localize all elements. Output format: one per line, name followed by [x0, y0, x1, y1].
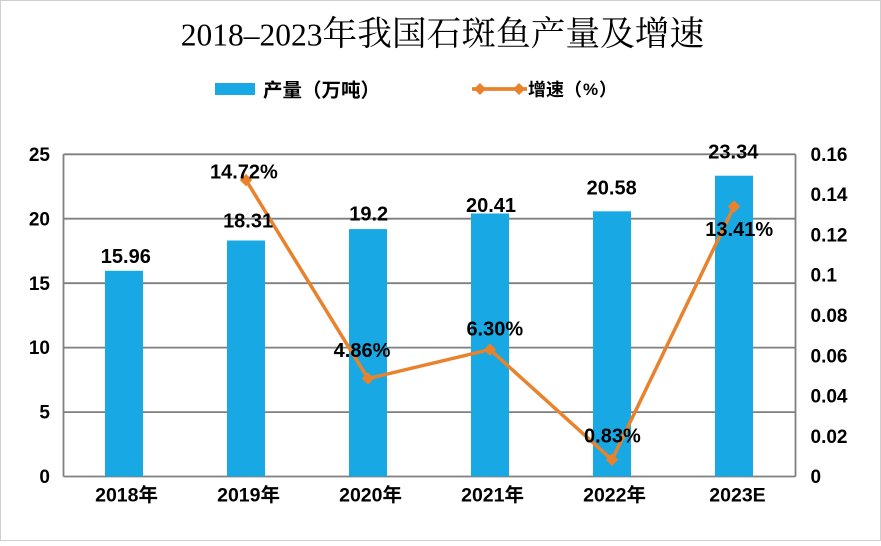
svg-text:5: 5 [39, 403, 50, 424]
svg-text:23.34: 23.34 [708, 142, 759, 164]
svg-text:2023E: 2023E [709, 485, 765, 507]
svg-text:18.31: 18.31 [223, 211, 273, 233]
svg-text:10: 10 [29, 338, 50, 359]
svg-text:0.02: 0.02 [811, 427, 848, 448]
svg-text:0.83%: 0.83% [584, 426, 641, 448]
svg-text:13.41%: 13.41% [705, 219, 773, 241]
svg-text:20.58: 20.58 [587, 178, 637, 200]
svg-text:2021: 2021 [461, 485, 505, 507]
svg-text:19.2: 19.2 [349, 204, 388, 226]
svg-text:2020: 2020 [339, 485, 383, 507]
svg-text:0.12: 0.12 [811, 226, 848, 247]
svg-text:20: 20 [29, 209, 50, 230]
svg-text:0.16: 0.16 [811, 145, 848, 166]
svg-text:0.14: 0.14 [811, 185, 848, 206]
svg-text:4.86%: 4.86% [334, 340, 391, 362]
svg-text:2019: 2019 [217, 485, 261, 507]
svg-text:15.96: 15.96 [101, 246, 151, 268]
svg-text:0: 0 [811, 467, 822, 488]
svg-text:14.72%: 14.72% [210, 162, 278, 184]
svg-text:0.04: 0.04 [811, 387, 848, 408]
svg-text:2018: 2018 [95, 485, 139, 507]
svg-text:0.08: 0.08 [811, 306, 848, 327]
svg-text:%: % [583, 80, 598, 99]
svg-text:0.06: 0.06 [811, 346, 848, 367]
svg-text:0.1: 0.1 [811, 266, 838, 287]
svg-text:2018–2023: 2018–2023 [181, 17, 323, 52]
svg-text:2022: 2022 [583, 485, 627, 507]
svg-text:20.41: 20.41 [466, 195, 516, 217]
svg-text:0: 0 [39, 467, 50, 488]
svg-text:15: 15 [29, 274, 51, 295]
svg-text:25: 25 [29, 145, 51, 166]
svg-text:6.30%: 6.30% [466, 319, 523, 341]
